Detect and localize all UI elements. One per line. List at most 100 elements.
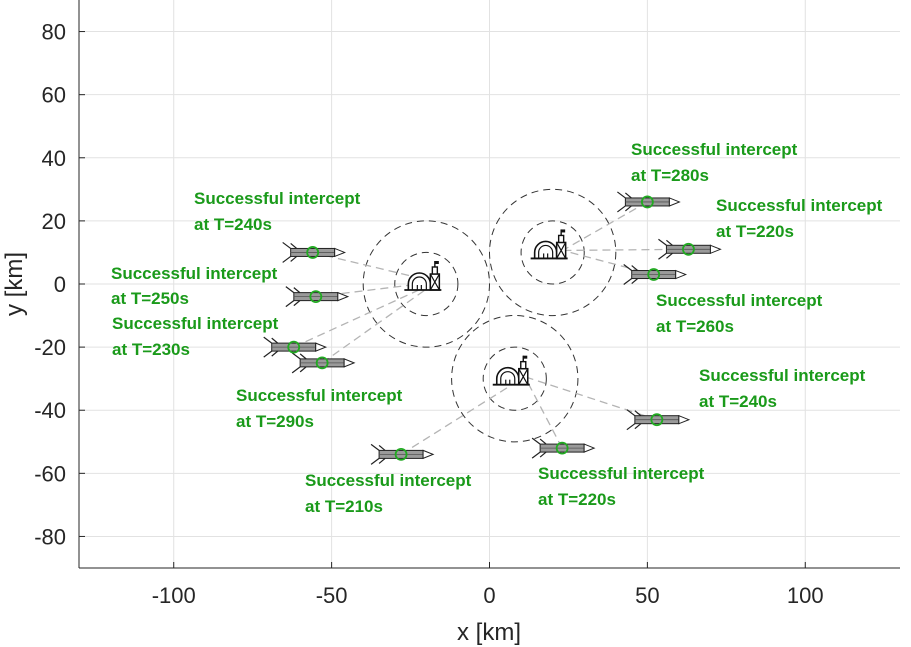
defense-ring-inner: [520, 220, 585, 285]
y-tick-label: -40: [34, 398, 66, 423]
tower-flag: [561, 229, 566, 233]
missile-icon: [658, 238, 722, 260]
intercept-marker: [309, 290, 323, 304]
missile-nose: [337, 291, 350, 302]
annotation-time: at T=280s: [631, 166, 709, 185]
annotation-label: Successful intercept: [236, 386, 403, 405]
annotation-time: at T=210s: [305, 497, 383, 516]
missile-nose: [315, 342, 328, 352]
tower-flag: [434, 261, 439, 264]
x-tick-label: 100: [787, 583, 824, 608]
x-ticks: -100 -50 0 50 100: [152, 562, 824, 608]
missile-icon: [531, 437, 596, 459]
annotation-time: at T=240s: [194, 215, 272, 234]
annotation-time: at T=290s: [236, 412, 314, 431]
intercept-track: [562, 201, 648, 252]
x-tick-label: 0: [483, 583, 495, 608]
intercept-marker: [306, 246, 320, 259]
y-tick-label: 40: [42, 146, 66, 171]
annotation-time: at T=250s: [111, 289, 189, 308]
annotation-label: Successful intercept: [111, 264, 278, 283]
base-icon: [530, 229, 568, 260]
hangar-arch: [411, 276, 427, 290]
missile-nose: [583, 443, 596, 453]
y-tick-label: 20: [42, 209, 66, 234]
missile-icon: [370, 443, 435, 465]
missile-fins: [531, 437, 547, 459]
intercept-annotations: Successful intercept at T=240s Successfu…: [111, 140, 883, 516]
intercept-marker: [650, 413, 664, 427]
defense-ring-inner: [394, 251, 459, 317]
y-tick-label: 0: [54, 272, 66, 297]
annotation-label: Successful intercept: [194, 189, 361, 208]
x-axis-label: x [km]: [457, 619, 521, 646]
base-icon: [404, 261, 442, 291]
tower-bracing: [429, 273, 440, 291]
missile-fins: [626, 409, 642, 431]
y-tick-label: -20: [34, 335, 66, 360]
tower-top: [557, 234, 565, 244]
intercept-track: [524, 376, 658, 421]
annotation-time: at T=230s: [112, 340, 190, 359]
defense-ring-outer: [451, 315, 579, 443]
missile-icon: [617, 191, 681, 213]
missile-nose: [343, 358, 356, 368]
intercept-marker: [555, 441, 569, 455]
missiles: [263, 191, 722, 465]
intercept-marker: [287, 340, 301, 354]
missile-fins: [370, 443, 386, 465]
defense-ring-outer: [489, 188, 617, 317]
missile-nose: [675, 269, 688, 280]
missile-fins: [658, 238, 673, 260]
annotation-label: Successful intercept: [538, 464, 705, 483]
missile-nose: [709, 244, 722, 255]
intercept-marker: [647, 268, 661, 281]
tower-top: [431, 266, 439, 275]
annotation-label: Successful intercept: [699, 366, 866, 385]
annotation-time: at T=220s: [538, 490, 616, 509]
hangar-dome: [533, 240, 558, 259]
intercept-track: [524, 376, 563, 449]
tower-bracing: [556, 242, 567, 259]
missile-fins: [623, 264, 639, 286]
annotation-label: Successful intercept: [656, 291, 823, 310]
annotation-label: Successful intercept: [716, 196, 883, 215]
missile-nose: [422, 449, 435, 460]
hangar-dome: [407, 272, 432, 290]
intercept-track: [321, 281, 437, 364]
annotation-time: at T=240s: [699, 392, 777, 411]
x-tick-label: -100: [152, 583, 196, 608]
intercept-track: [293, 281, 437, 348]
y-tick-label: 80: [42, 20, 66, 45]
intercept-marker: [315, 356, 329, 370]
defense-ring-outer: [362, 220, 491, 348]
missile-fins: [617, 191, 632, 213]
missile-fins: [285, 286, 301, 308]
x-tick-label: -50: [316, 583, 348, 608]
intercept-track: [400, 376, 526, 455]
tower-top: [520, 360, 527, 370]
missile-fins: [263, 336, 279, 358]
annotation-label: Successful intercept: [305, 471, 472, 490]
intercept-markers: [287, 195, 695, 461]
missile-icon: [623, 264, 688, 286]
missile-nose: [334, 247, 347, 258]
base-icon: [492, 355, 530, 386]
defense-rings: [362, 188, 617, 443]
intercept-marker: [640, 195, 654, 209]
bases: [404, 229, 568, 386]
annotation-time: at T=260s: [656, 317, 734, 336]
annotation-label: Successful intercept: [112, 314, 279, 333]
missile-nose: [668, 197, 681, 207]
missile-fins: [291, 352, 307, 374]
defense-ring-inner: [482, 346, 547, 411]
tower-flag: [523, 355, 528, 359]
intercept-marker: [682, 242, 695, 256]
y-tick-label: 60: [42, 83, 66, 108]
y-tick-label: -60: [34, 461, 66, 486]
missile-icon: [285, 286, 350, 308]
annotation-label: Successful intercept: [631, 140, 798, 159]
tower-bracing: [518, 368, 529, 385]
intercept-marker: [394, 447, 408, 461]
